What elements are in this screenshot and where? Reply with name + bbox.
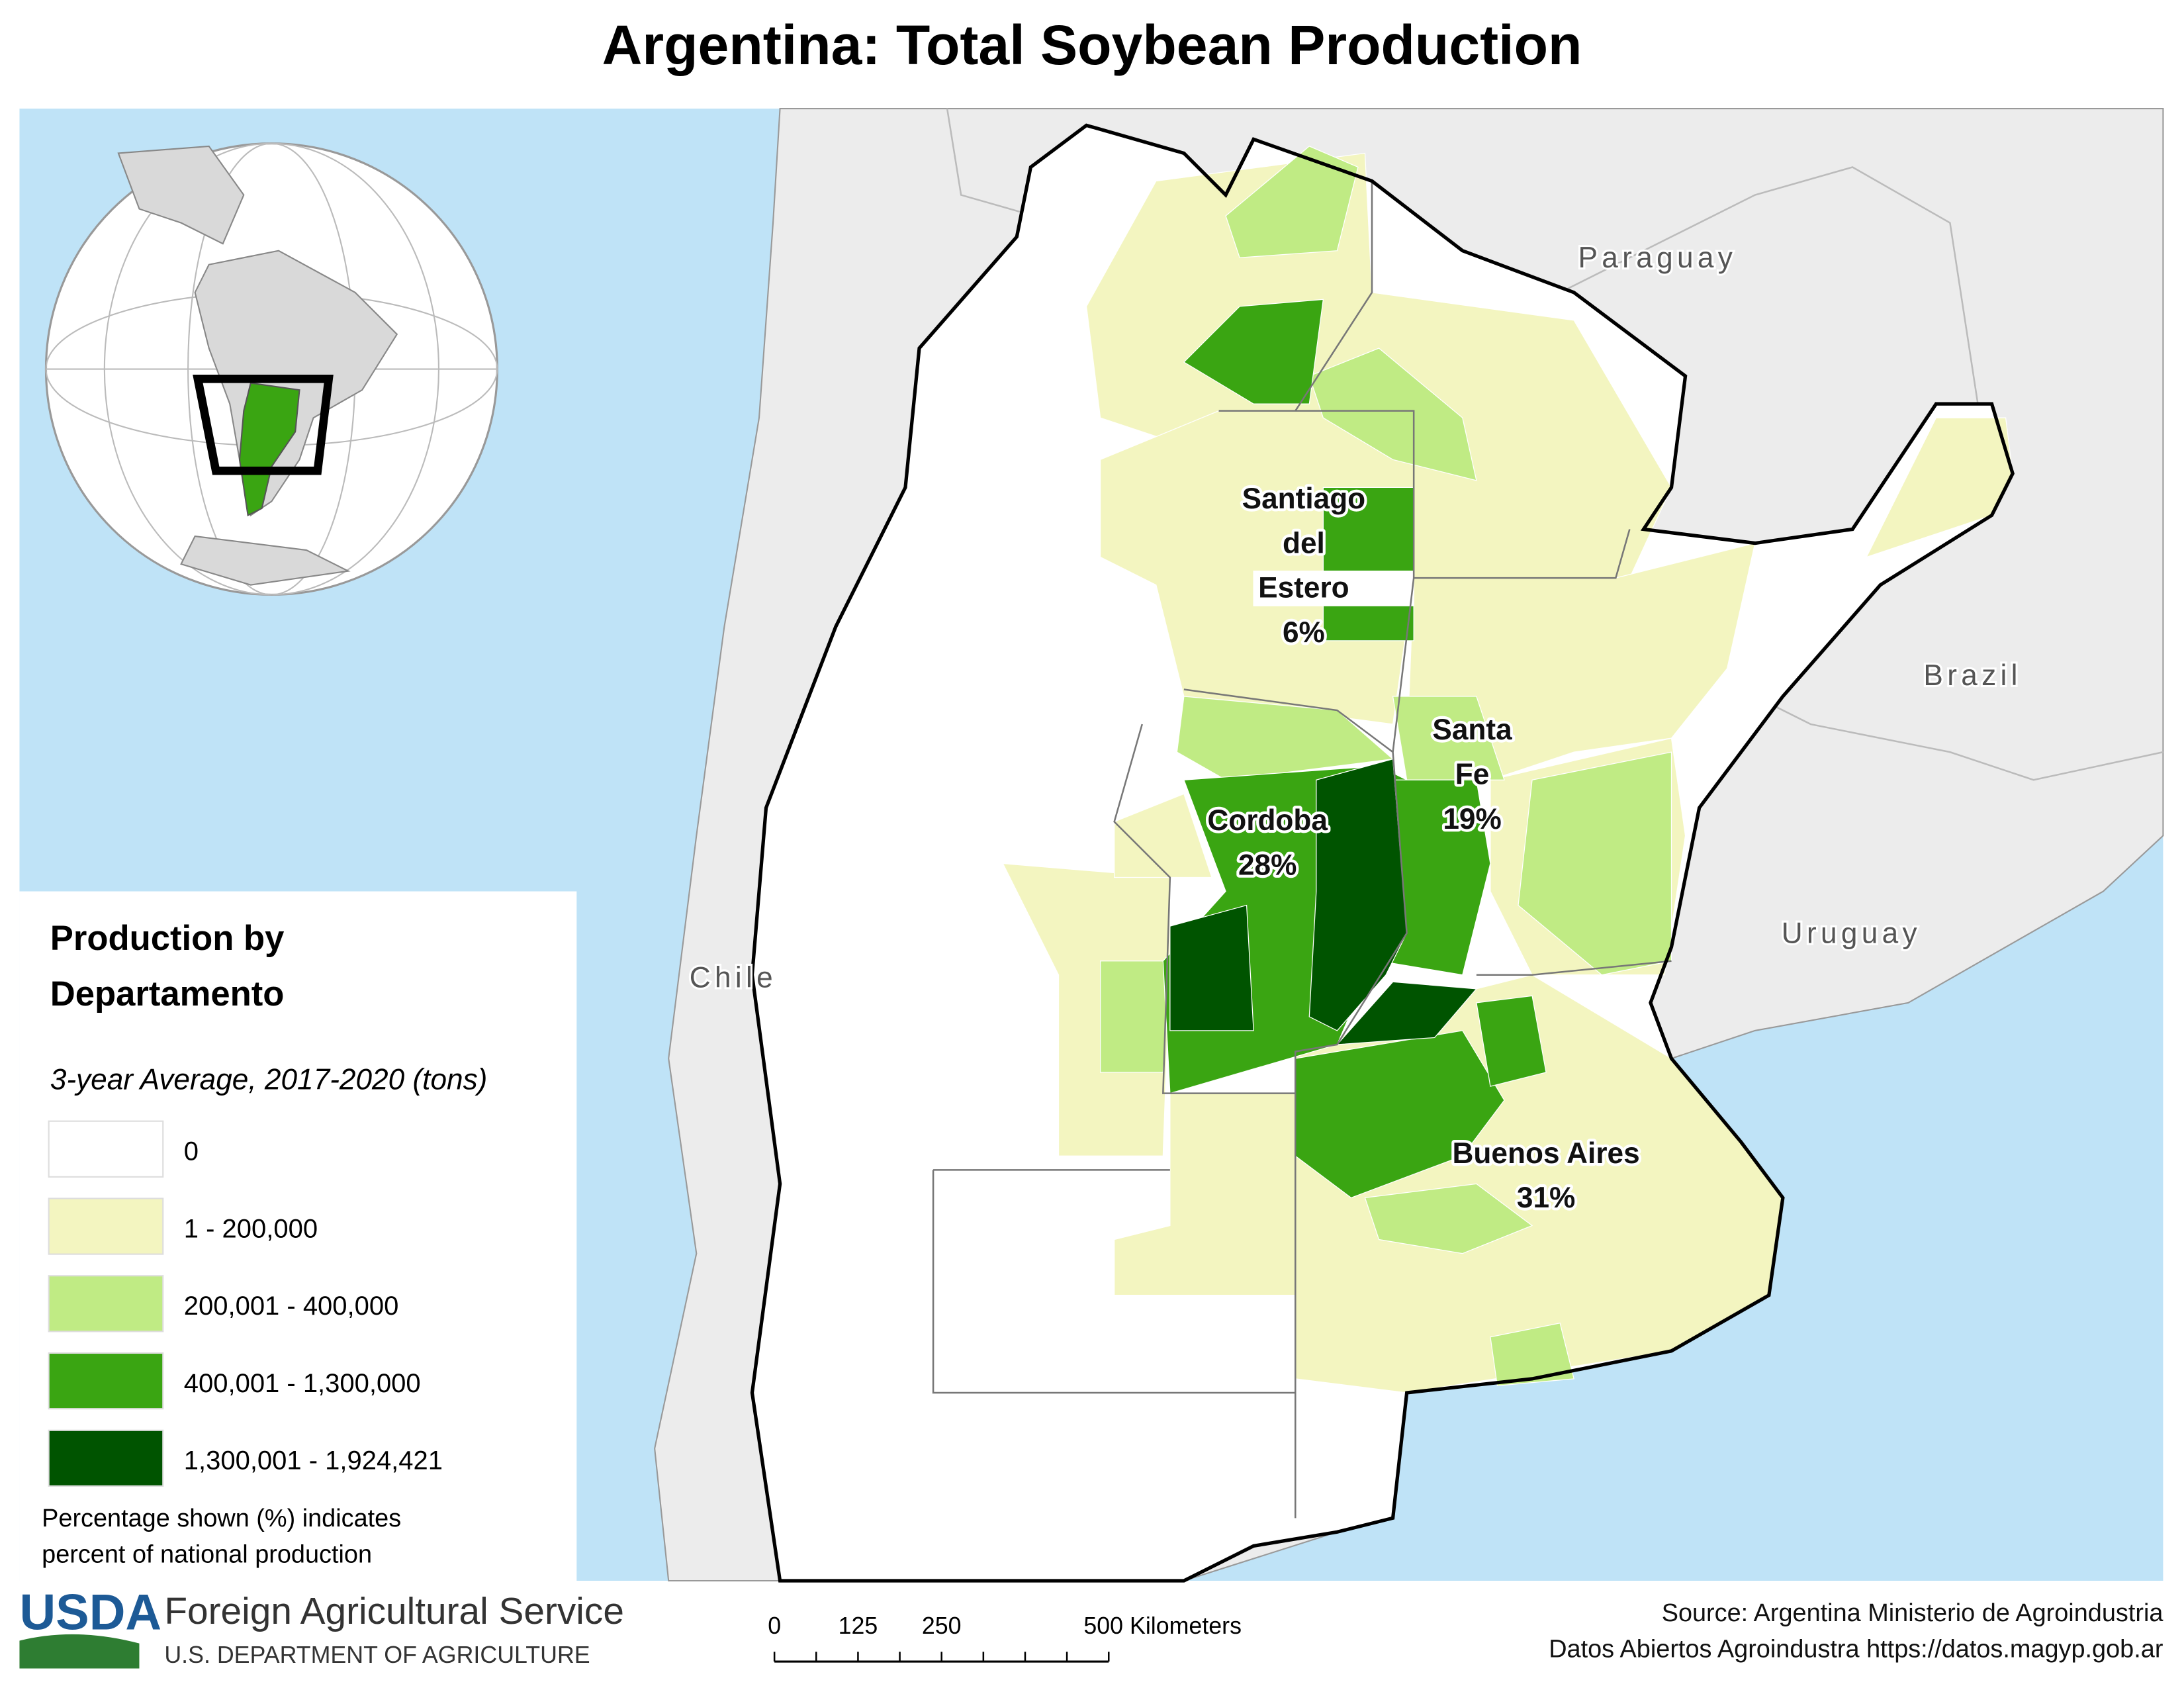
- globe-land: [117, 145, 245, 245]
- inset-extent: [193, 374, 334, 475]
- dept-area: [1476, 995, 1547, 1087]
- legend-label: 200,001 - 400,000: [184, 1291, 399, 1321]
- dept-area: [1253, 570, 1414, 606]
- scale-tick-label: 0: [768, 1613, 781, 1639]
- department: U.S. DEPARTMENT OF AGRICULTURE: [164, 1642, 590, 1668]
- legend-swatch: [48, 1429, 164, 1487]
- map: Santiago del Estero 6% Santa Fe 19% Cord…: [19, 108, 2164, 1583]
- dept-area: [1490, 1323, 1574, 1387]
- province-share: 19%: [1443, 803, 1501, 835]
- country-border: [1559, 166, 1979, 404]
- province-border: [1218, 410, 1415, 753]
- globe-inset: [44, 142, 498, 596]
- dept-area: [1865, 417, 2013, 558]
- country-border: [1727, 681, 2163, 781]
- province-name: Fe: [1455, 759, 1490, 791]
- legend-label: 400,001 - 1,300,000: [184, 1369, 421, 1398]
- province-border: [1113, 724, 1296, 1094]
- scale-tick-label: 125: [839, 1613, 878, 1639]
- source: Source: Argentina Ministerio de Agroindu…: [1662, 1599, 2164, 1627]
- province-border: [1414, 529, 1631, 579]
- dept-area: [1176, 696, 1394, 780]
- legend-note: percent of national production: [42, 1541, 372, 1569]
- province-name: Estero: [1258, 572, 1349, 604]
- legend-label: 0: [184, 1137, 199, 1166]
- legend-title: Departamento: [50, 974, 285, 1013]
- legend-note: Percentage shown (%) indicates: [42, 1505, 401, 1532]
- province-name: del: [1283, 527, 1325, 559]
- dept-area: [1169, 904, 1254, 1031]
- legend-swatch: [48, 1275, 164, 1333]
- usda-logo: USDA: [19, 1585, 161, 1641]
- dept-area: [1225, 146, 1359, 258]
- legend: Production by Departamento 3-year Averag…: [19, 891, 577, 1581]
- province-share: 31%: [1517, 1182, 1575, 1214]
- province-name: Buenos Aires: [1453, 1137, 1640, 1170]
- country-label: Paraguay: [1578, 242, 1737, 274]
- legend-label: 1,300,001 - 1,924,421: [184, 1446, 443, 1476]
- dept-area: [1308, 348, 1477, 481]
- province-border: [932, 1170, 1296, 1394]
- departamentos: [1002, 146, 2013, 1393]
- country-label: Uruguay: [1782, 917, 1921, 949]
- dept-area: [1364, 1183, 1533, 1254]
- agency: Foreign Agricultural Service: [164, 1591, 624, 1632]
- province-name: Santiago: [1242, 483, 1366, 515]
- dept-area: [1518, 751, 1672, 976]
- argentina-outline: [750, 123, 2015, 1583]
- dept-area: [1183, 299, 1324, 404]
- source: Datos Abiertos Agroindustra https://dato…: [1549, 1636, 2163, 1664]
- scale-bar: 500 Kilometers 0 125 250: [768, 1613, 1242, 1663]
- legend-subtitle: 3-year Average, 2017-2020 (tons): [50, 1063, 488, 1096]
- footer: USDA Foreign Agricultural Service U.S. D…: [19, 1585, 2163, 1669]
- province-share: 6%: [1283, 616, 1325, 649]
- country-label: Brazil: [1923, 659, 2021, 692]
- legend-swatch: [48, 1120, 164, 1178]
- title: Argentina: Total Soybean Production: [602, 14, 1582, 76]
- globe-land: [180, 535, 351, 586]
- usda-swoosh: [19, 1634, 140, 1669]
- province-borders: [932, 181, 1672, 1519]
- legend-label: 1 - 200,000: [184, 1214, 318, 1243]
- globe-argentina: [238, 382, 300, 517]
- dept-area: [1336, 981, 1478, 1045]
- scale-tick-label: 250: [922, 1613, 962, 1639]
- legend-swatch: [48, 1197, 164, 1255]
- province-name: Cordoba: [1207, 804, 1328, 837]
- legend-title: Production by: [50, 919, 285, 958]
- province-share: 28%: [1238, 849, 1297, 881]
- scale-end-label: 500 Kilometers: [1083, 1613, 1242, 1639]
- province-border: [1295, 181, 1373, 412]
- legend-swatch: [48, 1352, 164, 1410]
- province-name: Santa: [1432, 714, 1512, 746]
- province-border: [1476, 960, 1672, 976]
- dept-area: [1099, 961, 1171, 1073]
- province-border: [1183, 688, 1408, 1519]
- dept-area: [1114, 793, 1212, 878]
- dept-area: [1392, 696, 1505, 780]
- country-label: Chile: [690, 962, 777, 994]
